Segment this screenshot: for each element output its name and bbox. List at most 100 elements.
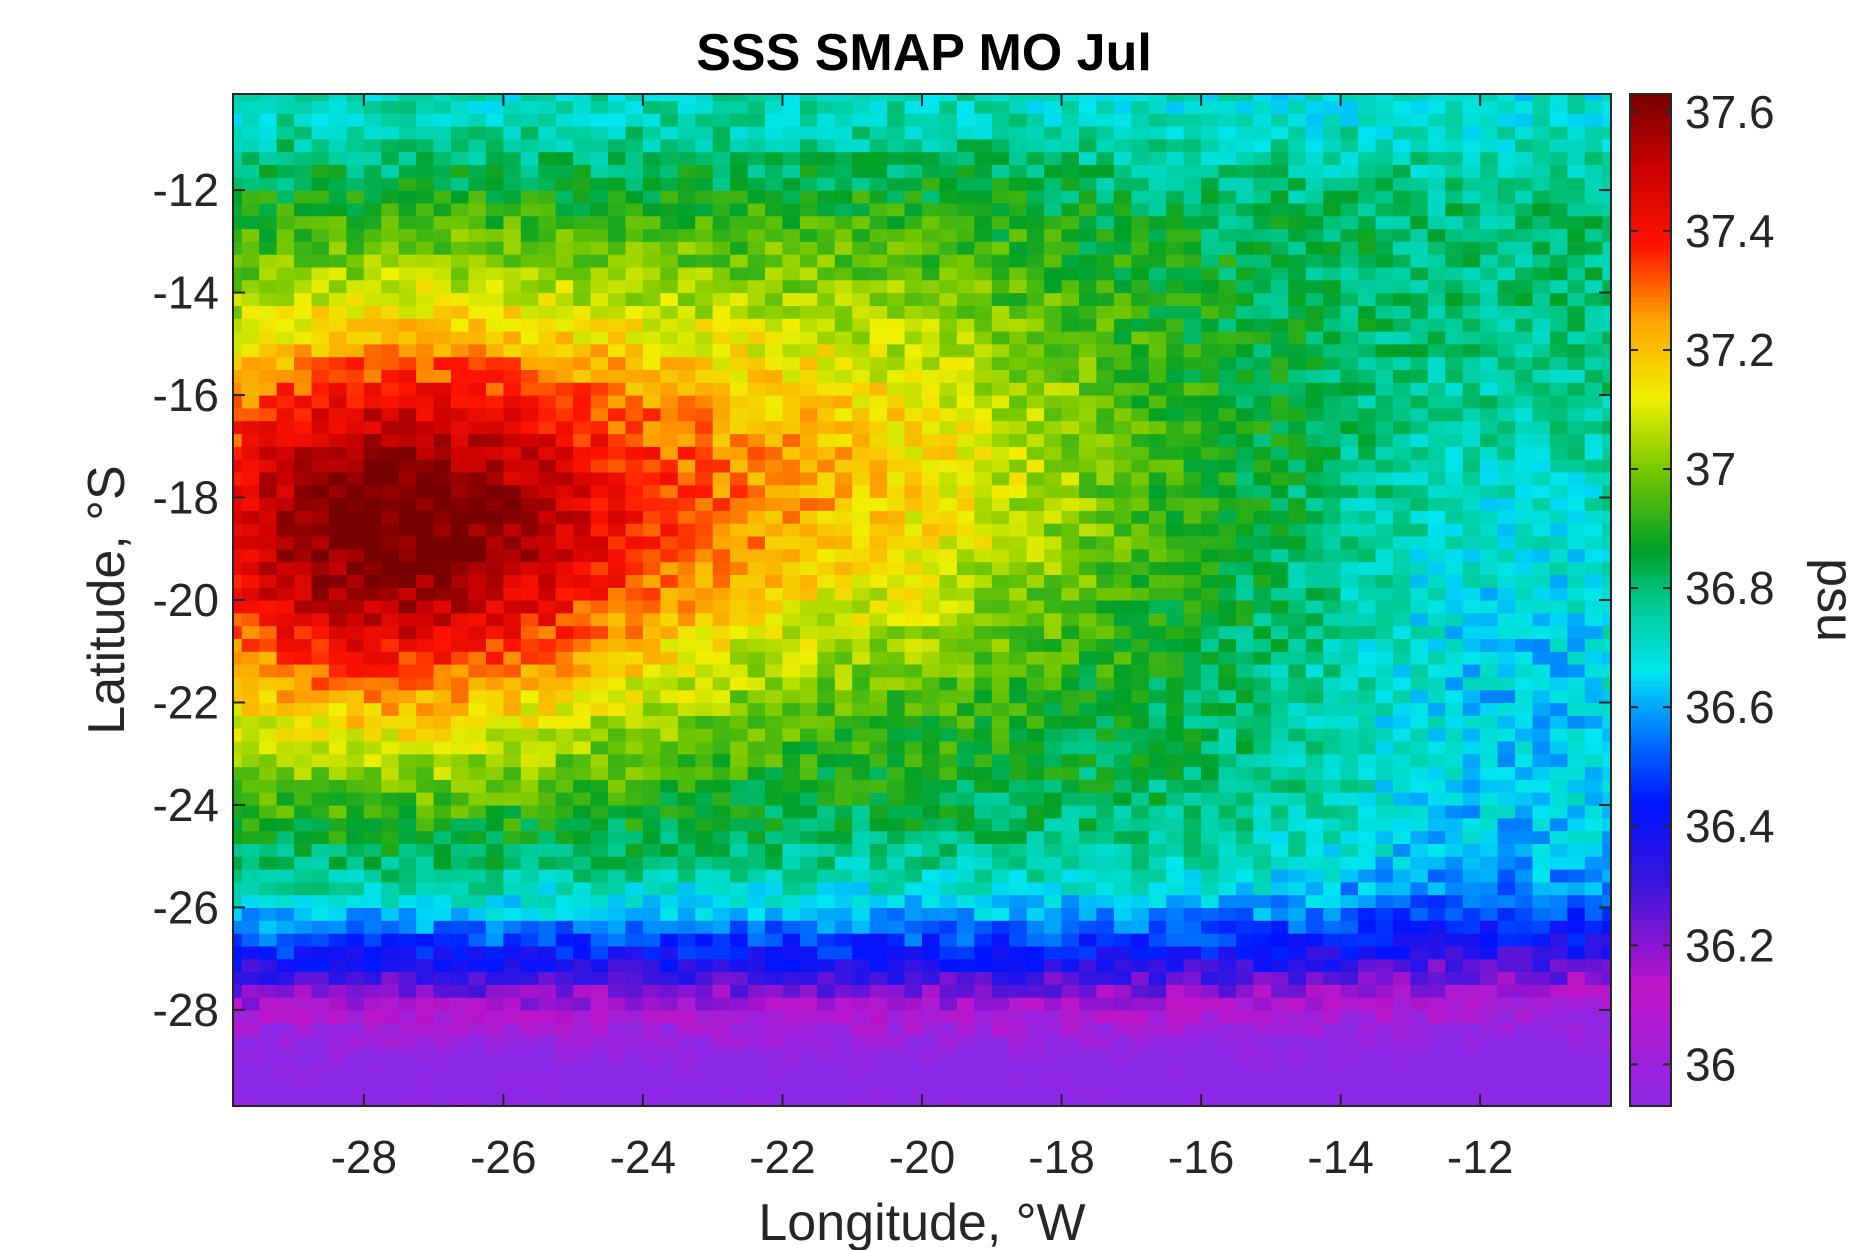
heatmap-cell: [538, 484, 557, 499]
heatmap-cell: [1201, 94, 1220, 101]
heatmap-cell: [520, 856, 539, 870]
heatmap-cell: [1009, 305, 1028, 319]
heatmap-cell: [451, 817, 469, 832]
heatmap-cell: [660, 805, 679, 819]
heatmap-cell: [1096, 318, 1115, 332]
heatmap-cell: [433, 407, 452, 422]
heatmap-cell: [1183, 305, 1202, 319]
heatmap-cell: [625, 638, 644, 652]
heatmap-cell: [747, 958, 766, 973]
heatmap-cell: [765, 548, 783, 563]
heatmap-cell: [1148, 407, 1167, 422]
heatmap-cell: [956, 1009, 975, 1024]
heatmap-cell: [346, 356, 365, 370]
heatmap-cell: [241, 1061, 260, 1075]
heatmap-cell: [1148, 177, 1167, 191]
heatmap-cell: [503, 523, 522, 537]
heatmap-cell: [416, 881, 435, 896]
heatmap-cell: [276, 94, 295, 101]
heatmap-cell: [939, 664, 958, 678]
heatmap-cell: [974, 1048, 993, 1062]
heatmap-cell: [520, 600, 539, 614]
heatmap-cell: [363, 587, 382, 601]
heatmap-cell: [887, 292, 906, 306]
heatmap-cell: [991, 676, 1010, 691]
heatmap-cell: [712, 740, 731, 755]
heatmap-cell: [660, 420, 679, 435]
heatmap-cell: [852, 830, 871, 844]
heatmap-cell: [1096, 548, 1115, 563]
heatmap-cell: [660, 471, 679, 486]
heatmap-cell: [485, 548, 504, 563]
heatmap-cell: [1183, 318, 1202, 332]
heatmap-cell: [765, 266, 783, 281]
heatmap-cell: [1079, 792, 1097, 806]
heatmap-cell: [712, 548, 731, 563]
heatmap-cell: [625, 753, 644, 768]
heatmap-cell: [904, 651, 923, 665]
heatmap-cell: [1236, 151, 1254, 165]
heatmap-cell: [730, 766, 749, 780]
heatmap-cell: [1079, 984, 1097, 998]
heatmap-cell: [782, 471, 801, 486]
heatmap-cell: [660, 305, 679, 319]
heatmap-cell: [1061, 459, 1080, 473]
heatmap-cell: [974, 548, 993, 563]
heatmap-cell: [346, 510, 365, 524]
heatmap-cell: [468, 779, 487, 793]
heatmap-cell: [747, 94, 766, 101]
heatmap-cell: [782, 254, 801, 268]
heatmap-cell: [276, 471, 295, 486]
heatmap-cell: [259, 1009, 278, 1024]
heatmap-cell: [555, 664, 574, 678]
heatmap-cell: [433, 420, 452, 435]
heatmap-cell: [852, 689, 871, 704]
heatmap-cell: [346, 164, 365, 178]
heatmap-cell: [1236, 241, 1254, 255]
heatmap-cell: [1166, 331, 1185, 345]
heatmap-cell: [233, 984, 243, 998]
heatmap-cell: [346, 766, 365, 780]
heatmap-cell: [294, 945, 313, 960]
heatmap-cell: [1270, 331, 1289, 345]
heatmap-cell: [625, 561, 644, 575]
heatmap-cell: [608, 535, 626, 550]
heatmap-cell: [904, 126, 923, 140]
heatmap-cell: [1113, 510, 1132, 524]
heatmap-cell: [852, 933, 871, 947]
heatmap-cell: [852, 881, 871, 896]
heatmap-cell: [1270, 651, 1289, 665]
heatmap-cell: [328, 266, 347, 281]
heatmap-cell: [416, 651, 435, 665]
heatmap-cell: [939, 266, 958, 281]
heatmap-cell: [451, 728, 469, 742]
heatmap-cell: [1236, 651, 1254, 665]
heatmap-cell: [1061, 856, 1080, 870]
heatmap-cell: [730, 113, 749, 127]
heatmap-cell: [712, 331, 731, 345]
heatmap-cell: [660, 587, 679, 601]
heatmap-cell: [381, 651, 400, 665]
heatmap-cell: [608, 420, 626, 435]
heatmap-cell: [939, 1074, 958, 1088]
heatmap-cell: [346, 612, 365, 627]
heatmap-cell: [1236, 356, 1254, 370]
heatmap-cell: [573, 471, 592, 486]
heatmap-cell: [381, 843, 400, 857]
heatmap-cell: [1061, 587, 1080, 601]
heatmap-cell: [451, 625, 469, 639]
heatmap-cell: [433, 587, 452, 601]
heatmap-cell: [468, 266, 487, 281]
heatmap-cell: [887, 331, 906, 345]
heatmap-cell: [555, 843, 574, 857]
heatmap-cell: [1061, 266, 1080, 281]
heatmap-cell: [1253, 689, 1272, 704]
heatmap-cell: [956, 407, 975, 422]
heatmap-cell: [1288, 1035, 1307, 1049]
heatmap-cell: [416, 1074, 435, 1088]
heatmap-cell: [887, 728, 906, 742]
heatmap-cell: [642, 600, 661, 614]
heatmap-cell: [294, 856, 313, 870]
heatmap-cell: [433, 510, 452, 524]
heatmap-cell: [503, 600, 522, 614]
